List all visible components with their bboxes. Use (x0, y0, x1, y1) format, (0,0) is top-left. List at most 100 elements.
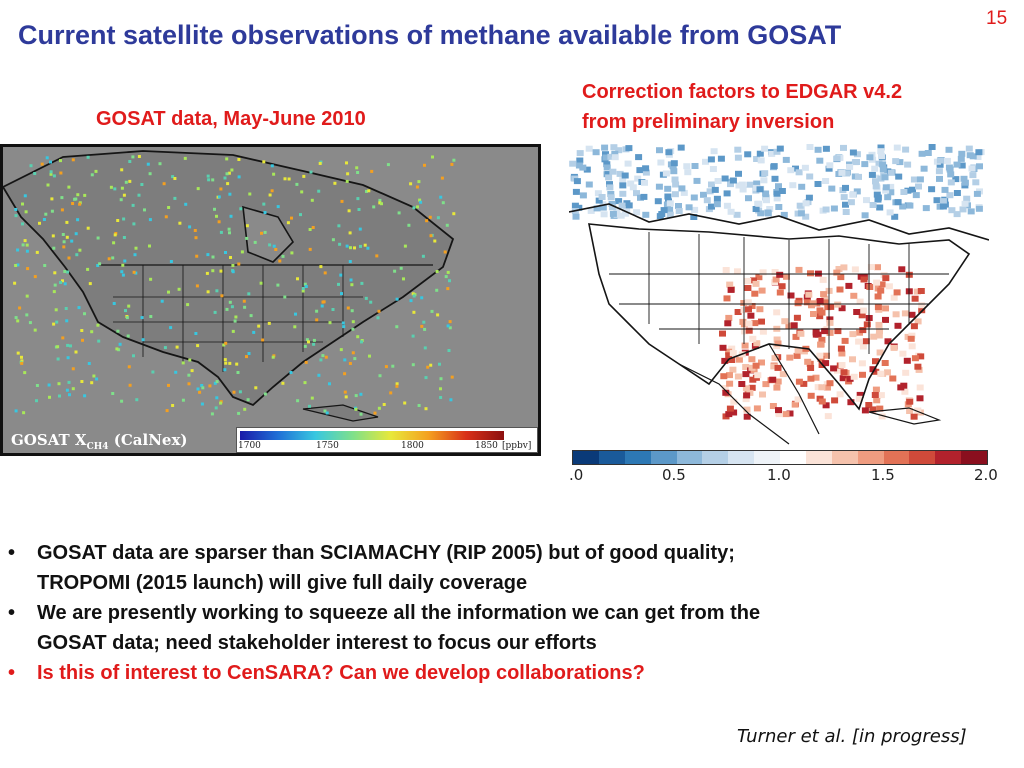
observation-point (83, 312, 86, 316)
correction-cell (912, 192, 920, 199)
observation-point (393, 269, 397, 273)
observation-point (115, 347, 119, 351)
observation-point (289, 371, 293, 374)
correction-cell (719, 344, 727, 351)
correction-cell (594, 190, 602, 197)
correction-cell (894, 322, 902, 329)
correction-cell (872, 183, 880, 190)
correction-cell (775, 411, 783, 418)
correction-cell (903, 357, 911, 364)
correction-cell (840, 369, 848, 376)
observation-point (337, 282, 340, 286)
correction-cell (958, 162, 966, 169)
observation-point (353, 246, 356, 250)
left-panel-caption: GOSAT data, May-June 2010 (96, 108, 366, 130)
observation-point (111, 256, 115, 260)
observation-point (28, 321, 32, 325)
correction-cell (615, 147, 623, 154)
observation-point (271, 355, 275, 359)
correction-cell (916, 176, 924, 183)
observation-point (417, 180, 421, 184)
correction-cell (947, 171, 955, 178)
correction-cell (825, 165, 833, 172)
observation-point (86, 155, 90, 159)
observation-point (234, 315, 238, 319)
observation-point (253, 240, 257, 244)
correction-cell (838, 350, 846, 357)
observation-point (71, 387, 75, 391)
correction-cell (817, 355, 825, 362)
correction-cell (913, 288, 921, 295)
observation-point (232, 390, 236, 394)
observation-point (366, 246, 370, 250)
observation-point (262, 160, 266, 164)
correction-cell (598, 194, 606, 200)
correction-cell (747, 312, 755, 319)
correction-cell (812, 329, 820, 336)
correction-cell (837, 274, 845, 281)
observation-point (351, 327, 355, 331)
observation-point (132, 222, 136, 226)
correction-cell (943, 157, 951, 164)
correction-cell (817, 341, 825, 348)
observation-point (239, 207, 243, 211)
observation-point (90, 381, 94, 385)
observation-point (240, 250, 244, 254)
correction-cell (796, 202, 804, 209)
correction-cell (873, 397, 881, 404)
correction-cell (794, 300, 802, 307)
observation-point (303, 381, 307, 385)
observation-point (29, 164, 33, 168)
correction-cell (914, 318, 922, 325)
observation-point (337, 224, 341, 228)
observation-point (263, 230, 267, 234)
observation-point (339, 348, 343, 352)
observation-point (215, 396, 219, 400)
correction-cell (725, 348, 733, 355)
correction-colorbar-ticks: .0 0.5 1.0 1.5 2.0 (569, 466, 998, 486)
observation-point (211, 178, 215, 182)
observation-point (228, 192, 232, 196)
correction-cell (863, 197, 870, 204)
observation-point (439, 387, 442, 391)
observation-point (217, 220, 221, 224)
correction-cell (771, 355, 779, 362)
observation-point (169, 260, 173, 263)
observation-point (260, 231, 263, 235)
correction-cell (728, 357, 736, 363)
observation-point (137, 155, 141, 158)
observation-point (49, 172, 53, 176)
hudson-bay-outline (242, 205, 295, 263)
correction-cell (742, 396, 750, 403)
observation-point (65, 388, 69, 392)
correction-cell (907, 335, 915, 342)
observation-point (411, 292, 415, 296)
observation-point (120, 168, 124, 172)
observation-point (140, 183, 144, 186)
correction-cell (904, 161, 912, 168)
observation-point (416, 205, 419, 209)
correction-cell (776, 271, 784, 278)
observation-point (448, 320, 452, 324)
correction-cell (762, 190, 770, 197)
observation-point (301, 289, 305, 293)
colorbar-swatch (598, 451, 625, 464)
observation-point (318, 162, 322, 165)
observation-point (254, 386, 258, 390)
correction-cell (918, 302, 926, 309)
correction-cell (849, 149, 857, 156)
observation-point (160, 299, 164, 303)
observation-point (351, 320, 355, 324)
observation-point (131, 203, 135, 207)
correction-cell (916, 384, 924, 391)
correction-cell (677, 144, 685, 151)
observation-point (141, 338, 145, 342)
correction-cell (771, 269, 779, 275)
correction-cell (807, 392, 815, 399)
correction-cell (822, 360, 830, 367)
observation-point (270, 164, 274, 168)
correction-cell (899, 203, 907, 210)
correction-cell (849, 356, 856, 363)
colorbar-swatch (624, 451, 651, 464)
bullet-text-line: We are presently working to squeeze all … (37, 602, 761, 624)
